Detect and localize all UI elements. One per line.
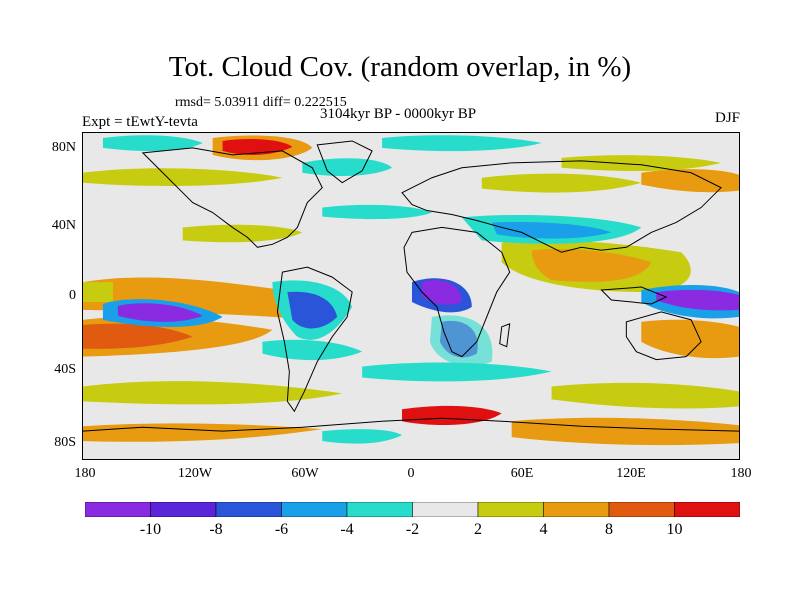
lat-label-40s: 40S <box>54 362 76 377</box>
lat-label-80s: 80S <box>54 435 76 450</box>
period-label: 3104kyr BP - 0000kyr BP <box>320 106 477 122</box>
colorbar-swatch <box>150 502 217 517</box>
map-panel <box>82 132 740 460</box>
stats-label: rmsd= 5.03911 diff= 0.222515 <box>175 95 347 110</box>
lat-label-0: 0 <box>69 288 76 303</box>
colorbar-swatch <box>543 502 610 517</box>
colorbar-swatch <box>608 502 675 517</box>
colorbar-swatch <box>477 502 544 517</box>
colorbar-swatch <box>412 502 479 517</box>
colorbar-swatch <box>85 502 151 517</box>
colorbar-swatch <box>346 502 413 517</box>
lon-label-180w: 180 <box>74 466 96 481</box>
colorbar-label: 4 <box>539 521 548 538</box>
colorbar-swatch <box>281 502 348 517</box>
lon-label-120w: 120W <box>177 466 213 481</box>
colorbar-label: 2 <box>474 521 482 538</box>
colorbar-label: -4 <box>340 521 354 538</box>
coastlines <box>83 140 739 432</box>
colorbar <box>85 502 740 517</box>
lon-label-180e: 180 <box>730 466 752 481</box>
lon-label-60w: 60W <box>291 466 319 481</box>
colorbar-label: -6 <box>274 521 289 538</box>
lat-label-40n: 40N <box>51 218 76 233</box>
colorbar-label: -8 <box>209 521 223 538</box>
colorbar-label: -10 <box>139 521 162 538</box>
colorbar-swatch <box>215 502 282 517</box>
map-title: Tot. Cloud Cov. (random overlap, in %) <box>168 51 632 83</box>
colorbar-label: 10 <box>666 521 683 538</box>
lon-label-60e: 60E <box>510 466 534 481</box>
colorbar-label: 8 <box>605 521 613 538</box>
lon-label-0: 0 <box>407 466 415 481</box>
experiment-label: Expt = tEwtY-tevta <box>82 114 198 130</box>
colorbar-label: -2 <box>405 521 420 538</box>
lat-label-80n: 80N <box>51 140 76 155</box>
colorbar-swatch <box>674 502 740 517</box>
season-label: DJF <box>714 110 740 126</box>
lon-label-120e: 120E <box>616 466 646 481</box>
